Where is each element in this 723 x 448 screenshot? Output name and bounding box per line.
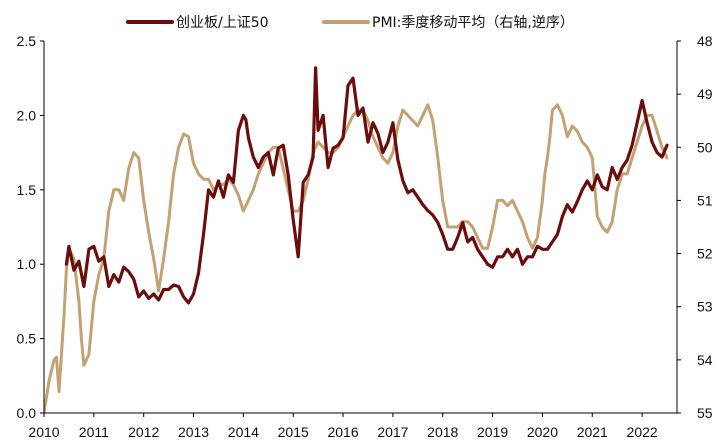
left-tick-label: 2.5 — [17, 33, 37, 49]
series-line-pmi — [44, 103, 669, 413]
x-tick-label: 2013 — [178, 424, 209, 440]
x-tick-label: 2011 — [79, 424, 109, 440]
right-tick-label: 51 — [697, 192, 713, 208]
x-tick-label: 2022 — [627, 424, 658, 440]
legend-label-ratio: 创业板/上证50 — [176, 15, 269, 31]
left-tick-label: 1.0 — [17, 256, 37, 272]
legend: 创业板/上证50 PMI:季度移动平均（右轴,逆序） — [126, 15, 574, 31]
x-tick-label: 2019 — [477, 424, 508, 440]
left-tick-label: 1.5 — [17, 182, 37, 198]
left-tick-label: 0.5 — [17, 331, 37, 347]
plot-area — [44, 66, 669, 413]
x-tick-label: 2012 — [128, 424, 159, 440]
right-tick-label: 52 — [697, 246, 713, 262]
x-tick-label: 2018 — [427, 424, 458, 440]
right-tick-label: 49 — [697, 86, 713, 102]
right-tick-label: 55 — [697, 405, 713, 421]
left-tick-label: 2.0 — [17, 107, 37, 123]
left-tick-label: 0.0 — [17, 405, 37, 421]
right-tick-label: 54 — [697, 352, 713, 368]
x-tick-label: 2021 — [577, 424, 608, 440]
right-tick-label: 48 — [697, 33, 713, 49]
legend-label-pmi: PMI:季度移动平均（右轴,逆序） — [372, 15, 574, 31]
x-axis: 2010 2011 2012 2013 2014 2015 2016 2017 2018 2019… — [28, 412, 677, 440]
series-line-ratio — [64, 66, 669, 305]
left-y-axis: 0.0 0.5 1.0 1.5 2.0 2.5 — [17, 33, 45, 421]
x-tick-label: 2014 — [228, 424, 259, 440]
right-tick-label: 53 — [697, 299, 713, 315]
x-tick-label: 2017 — [377, 424, 408, 440]
right-y-axis: 48 49 50 51 52 53 54 55 — [676, 33, 713, 421]
x-tick-label: 2016 — [327, 424, 358, 440]
right-tick-label: 50 — [697, 139, 713, 155]
x-tick-label: 2010 — [28, 424, 59, 440]
x-tick-label: 2020 — [527, 424, 558, 440]
x-tick-label: 2015 — [278, 424, 309, 440]
